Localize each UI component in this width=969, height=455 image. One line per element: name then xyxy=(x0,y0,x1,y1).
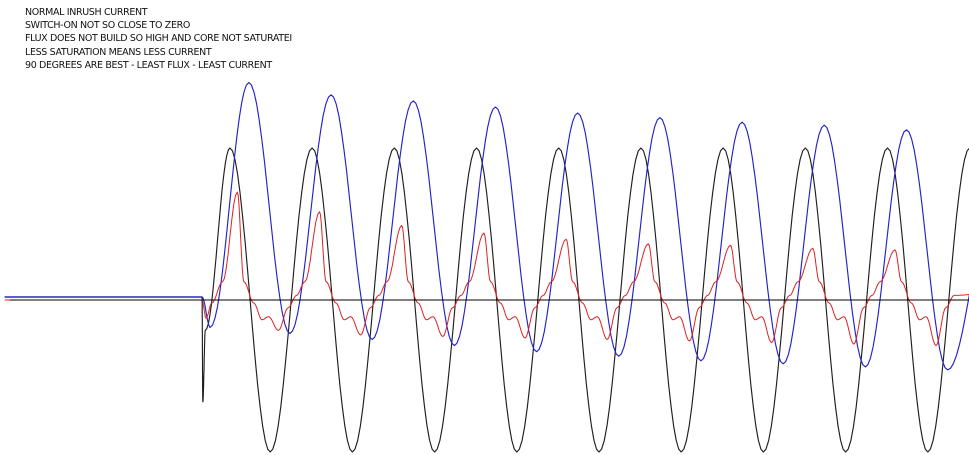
annotation-line-5: 90 DEGREES ARE BEST - LEAST FLUX - LEAST… xyxy=(25,59,272,71)
annotation-line-1: NORMAL INRUSH CURRENT xyxy=(25,7,148,18)
series-blue-line xyxy=(4,82,969,371)
annotation-text-block: NORMAL INRUSH CURRENT SWITCH-ON NOT SO C… xyxy=(25,6,292,72)
series-red-line xyxy=(4,191,969,347)
annotation-line-3: FLUX DOES NOT BUILD SO HIGH AND CORE NOT… xyxy=(25,33,292,45)
annotation-line-4: LESS SATURATION MEANS LESS CURRENT xyxy=(25,46,212,58)
series-layer xyxy=(4,82,969,453)
annotation-line-2: SWITCH-ON NOT SO CLOSE TO ZERO xyxy=(25,20,190,32)
